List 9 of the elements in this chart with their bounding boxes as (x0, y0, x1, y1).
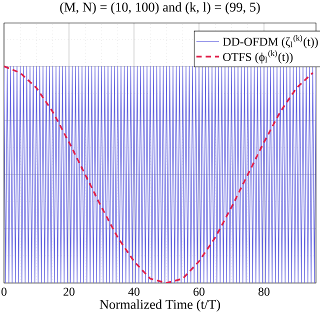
x-tick-label: 80 (258, 288, 270, 296)
legend-label: OTFS (ϕ$_{l}$$^{(k)}$(t)) (223, 50, 293, 64)
x-tick-label: 60 (194, 288, 205, 296)
x-tick-label: 0 (1, 288, 7, 296)
x-tick-label: 40 (128, 288, 140, 296)
x-tick-label: 20 (64, 288, 75, 296)
legend-label: DD-OFDM (ζ$_{l}$$^{(k)}$(t)) (222, 35, 318, 48)
chart-title: (M, N) = (10, 100) and (k, l) = (99, 5) (60, 2, 260, 14)
x-axis-title: Normalized Time (t/T) (100, 300, 220, 312)
